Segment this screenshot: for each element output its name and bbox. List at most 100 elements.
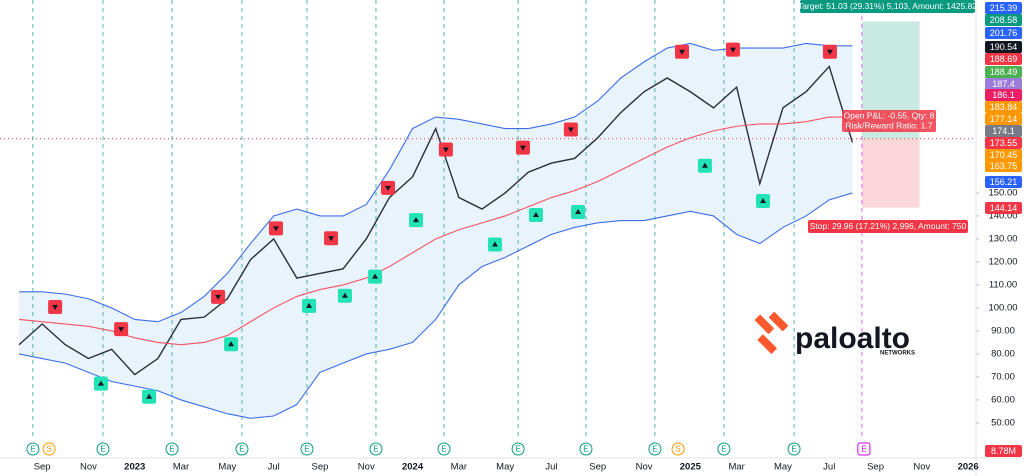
earnings-marker	[787, 442, 801, 456]
sell-signal-arrow	[52, 305, 59, 311]
x-tick-label: Jul	[268, 462, 280, 473]
buy-signal-arrow	[341, 292, 348, 298]
earnings-label: E	[373, 445, 378, 454]
x-tick-label: May	[496, 462, 514, 473]
buy-signal-arrow	[228, 341, 235, 347]
y-tick-label: 90.00	[991, 325, 1015, 336]
earnings-label: E	[30, 445, 35, 454]
price-tag-label: 156.21	[990, 177, 1018, 187]
earnings-marker	[579, 442, 593, 456]
earnings-marker	[717, 442, 731, 456]
buy-signal-arrow	[760, 197, 767, 203]
x-tick-label: May	[774, 462, 792, 473]
price-tag	[985, 125, 1022, 137]
price-tag	[985, 2, 1022, 14]
y-tick-label: 150.00	[988, 187, 1017, 198]
earnings-marker	[300, 442, 314, 456]
earnings-label: E	[583, 445, 588, 454]
stop-badge	[808, 220, 968, 233]
split-marker	[671, 442, 685, 456]
buy-signal-arrow	[575, 209, 582, 215]
x-tick-label: Nov	[80, 462, 97, 473]
buy-signal-arrow	[306, 302, 313, 308]
price-tag	[985, 149, 1022, 161]
buy-signal-arrow	[701, 162, 708, 168]
upcoming-marker	[857, 442, 871, 456]
price-tag-label: 177.14	[990, 114, 1018, 124]
price-tag	[985, 176, 1022, 188]
y-tick-label: 120.00	[988, 256, 1017, 267]
price-tag	[985, 89, 1022, 101]
earnings-label: E	[791, 445, 796, 454]
price-tag	[985, 78, 1022, 90]
x-tick-label: Jul	[823, 462, 835, 473]
logo: paloalto NETWORKS	[754, 312, 915, 357]
logo-text: paloalto	[795, 322, 910, 355]
logo-icon	[754, 312, 788, 354]
price-tag-label: 144.14	[990, 203, 1018, 213]
earnings-label: E	[441, 445, 446, 454]
price-tag	[985, 137, 1022, 149]
target-badge	[800, 0, 975, 13]
split-marker	[42, 442, 56, 456]
series-line	[18, 65, 854, 376]
series-line	[18, 192, 853, 419]
price-tag-label: 173.55	[990, 138, 1018, 148]
sell-signal-arrow	[385, 185, 392, 191]
sell-signal-arrow	[215, 294, 222, 300]
y-tick-label: 50.00	[991, 417, 1015, 428]
stop-badge-text: Stop: 29.96 (17.21%) 2,996, Amount: 750	[810, 221, 967, 231]
series-line	[19, 42, 853, 323]
price-tag-label: 201.76	[990, 28, 1018, 38]
y-tick-label: 70.00	[991, 371, 1015, 382]
x-tick-label: Nov	[636, 462, 653, 473]
split-label: S	[675, 445, 680, 454]
series-line	[18, 116, 853, 346]
price-tag-label: 188.49	[990, 67, 1018, 77]
buy-signal-arrow	[413, 217, 420, 223]
price-tag-label: 183.84	[990, 102, 1018, 112]
price-tag	[985, 202, 1022, 214]
y-tick-label: 130.00	[988, 233, 1017, 244]
volume-tag-label: 8.78M	[991, 446, 1016, 456]
x-tick-label: 2026	[958, 462, 979, 473]
buy-signal-arrow	[532, 212, 539, 218]
band-fill	[19, 43, 853, 419]
earnings-marker	[511, 442, 525, 456]
buy-signal-arrow	[372, 273, 379, 279]
price-tag	[985, 14, 1022, 26]
logo-sub: NETWORKS	[880, 351, 915, 357]
x-tick-label: Sep	[867, 462, 884, 473]
earnings-marker	[648, 442, 662, 456]
y-tick-label: 140.00	[988, 210, 1017, 221]
sell-signal-arrow	[272, 226, 279, 232]
price-tag	[985, 41, 1022, 53]
price-tag-label: 187.4	[992, 79, 1015, 89]
price-tag	[985, 53, 1022, 65]
price-tag-label: 190.54	[990, 42, 1018, 52]
x-tick-label: Sep	[311, 462, 328, 473]
earnings-label: E	[721, 445, 726, 454]
earnings-marker	[26, 442, 40, 456]
sell-signal-arrow	[729, 47, 736, 53]
earnings-marker	[165, 442, 179, 456]
price-tag	[985, 160, 1022, 172]
x-tick-label: 2025	[680, 462, 702, 473]
price-tag-label: 186.1	[992, 90, 1015, 100]
price-tag	[985, 113, 1022, 125]
x-tick-label: Mar	[451, 462, 467, 473]
ratio-text: Risk/Reward Ratio: 1.7	[846, 120, 933, 130]
price-tag-label: 174.1	[992, 126, 1015, 136]
earnings-label: E	[304, 445, 309, 454]
upcoming-label: E	[861, 445, 866, 454]
price-tag	[985, 27, 1022, 39]
x-tick-label: 2024	[402, 462, 424, 473]
sell-signal-arrow	[826, 49, 833, 55]
x-tick-label: May	[218, 462, 236, 473]
sell-signal-arrow	[442, 147, 449, 153]
x-tick-label: 2023	[124, 462, 145, 473]
x-tick-label: Nov	[913, 462, 930, 473]
earnings-marker	[369, 442, 383, 456]
buy-signal-arrow	[491, 241, 498, 247]
